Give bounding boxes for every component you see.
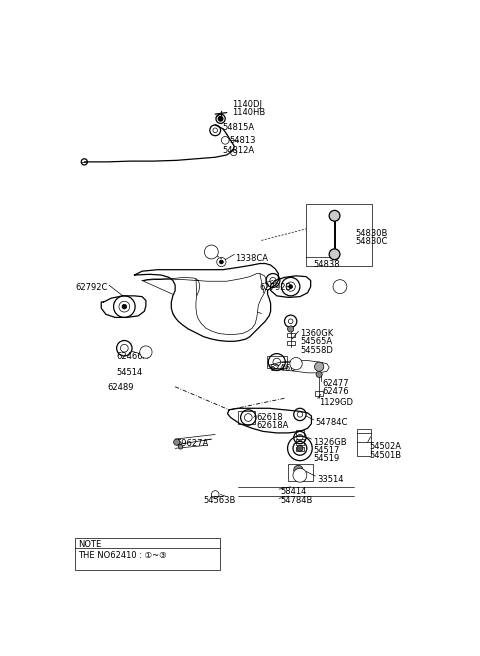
Circle shape: [297, 445, 303, 451]
Text: 54838: 54838: [314, 260, 340, 269]
Text: 62618A: 62618A: [257, 421, 289, 430]
Text: 54812A: 54812A: [222, 146, 254, 155]
Text: 54830B: 54830B: [355, 229, 388, 238]
Bar: [296, 430, 304, 436]
Text: 62466A: 62466A: [117, 352, 149, 361]
Text: 1326GB: 1326GB: [313, 438, 347, 447]
Circle shape: [218, 117, 223, 121]
Text: 3: 3: [294, 359, 299, 368]
Text: 54519: 54519: [313, 455, 339, 464]
Circle shape: [293, 468, 307, 482]
Circle shape: [140, 346, 152, 358]
Text: A: A: [337, 282, 343, 291]
Circle shape: [219, 260, 223, 264]
Bar: [296, 447, 304, 451]
Circle shape: [289, 285, 293, 289]
Bar: [288, 464, 313, 481]
Text: 54784C: 54784C: [315, 417, 348, 426]
Text: 54514: 54514: [117, 368, 143, 377]
Text: 54502A: 54502A: [369, 442, 401, 451]
Text: 62477: 62477: [322, 379, 349, 388]
Text: 54813: 54813: [229, 136, 255, 145]
Circle shape: [288, 326, 294, 332]
Circle shape: [290, 358, 302, 370]
Text: 54517: 54517: [313, 446, 339, 455]
Text: 2: 2: [209, 247, 214, 256]
Text: 33514: 33514: [317, 475, 343, 484]
Circle shape: [329, 211, 340, 221]
Circle shape: [213, 128, 217, 133]
Bar: [287, 333, 295, 337]
Text: 1140DJ: 1140DJ: [232, 100, 262, 110]
Text: 62466: 62466: [270, 363, 297, 373]
Bar: [357, 429, 371, 456]
Circle shape: [333, 279, 347, 293]
Circle shape: [122, 304, 127, 309]
Text: 62489: 62489: [108, 383, 134, 392]
Bar: [315, 390, 323, 396]
Bar: [296, 439, 304, 445]
Circle shape: [178, 445, 183, 449]
Text: 62618: 62618: [257, 413, 283, 422]
Circle shape: [204, 245, 218, 259]
Bar: [267, 356, 287, 368]
Text: 62792C: 62792C: [75, 283, 108, 292]
Circle shape: [329, 249, 340, 260]
Circle shape: [294, 465, 303, 474]
Text: 1140HB: 1140HB: [232, 108, 265, 117]
Text: 54784B: 54784B: [281, 496, 313, 505]
Text: 59627A: 59627A: [177, 439, 209, 448]
Text: 58414: 58414: [281, 487, 307, 496]
Text: 1129GD: 1129GD: [319, 398, 353, 407]
Text: 54815A: 54815A: [222, 123, 254, 133]
Text: THE NO62410 : ①~③: THE NO62410 : ①~③: [78, 552, 167, 560]
Text: 62792B: 62792B: [260, 283, 292, 292]
Text: 1360GK: 1360GK: [300, 329, 333, 338]
Bar: [75, 538, 220, 570]
Text: A: A: [297, 471, 302, 480]
Text: 54565A: 54565A: [300, 337, 332, 346]
Text: 1: 1: [144, 348, 148, 357]
Text: 54830C: 54830C: [355, 237, 388, 247]
Text: 1338CA: 1338CA: [235, 255, 268, 263]
Text: 54558D: 54558D: [300, 346, 333, 355]
Circle shape: [174, 439, 180, 445]
Text: NOTE: NOTE: [78, 540, 101, 549]
Circle shape: [316, 371, 322, 377]
Text: 62476: 62476: [322, 388, 349, 396]
Text: 54563B: 54563B: [204, 496, 236, 505]
Circle shape: [314, 362, 324, 371]
Bar: [287, 340, 295, 345]
Text: 54501B: 54501B: [369, 451, 401, 460]
Bar: [238, 411, 255, 424]
Bar: [306, 204, 372, 266]
